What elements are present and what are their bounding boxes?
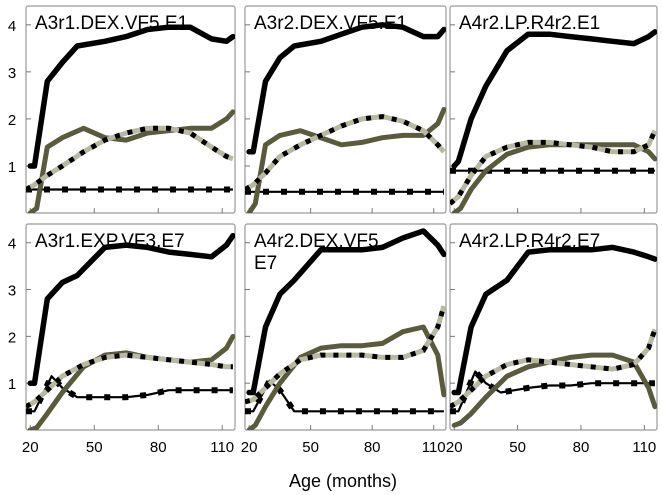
series-line-olive xyxy=(246,324,446,430)
series-line-thin-markers xyxy=(450,366,655,415)
panel-title: A3r1.EXP.VF3.E7 xyxy=(35,231,185,252)
x-tick-label: 20 xyxy=(241,439,258,456)
series-line-gray-dashes xyxy=(450,328,657,409)
panel-title: A4r2.DEX.VF5. xyxy=(254,231,384,252)
series-line-thin-markers xyxy=(26,370,233,415)
y-tick-label: 1 xyxy=(8,159,16,176)
series-line-black xyxy=(27,24,235,169)
series-line-black xyxy=(246,22,446,155)
series-line-black xyxy=(451,29,657,169)
panel-frame xyxy=(25,5,236,214)
series-line-gray-dashes xyxy=(26,352,233,409)
panel-title: A3r1.DEX.VF5.E1 xyxy=(35,13,188,34)
y-tick-label: 2 xyxy=(8,112,16,129)
x-tick-labels: 20 50 80 110 20 50 80 110 20 50 80 110 xyxy=(22,439,656,456)
series-line-gray-dashes xyxy=(245,305,446,405)
series-line-black xyxy=(451,244,657,396)
panel-title: A4r2.LP.R4r2.E1 xyxy=(459,13,600,34)
chart-panel: A4r2.LP.R4r2.E7 xyxy=(449,223,658,431)
chart-panel: A3r2.DEX.VF5.E1 xyxy=(244,5,447,214)
series-line-black xyxy=(27,232,235,386)
series-line-gray xyxy=(26,125,234,192)
chart-panel: A3r1.EXP.VF3.E7 xyxy=(25,223,236,431)
series-line-gray-dashes xyxy=(245,114,446,192)
x-tick-label: 110 xyxy=(632,439,656,456)
y-tick-label: 2 xyxy=(8,329,16,346)
panel-title: A3r2.DEX.VF5.E1 xyxy=(254,13,407,34)
series-line-olive xyxy=(27,109,235,213)
panel-title: A4r2.LP.R4r2.E7 xyxy=(459,231,600,252)
x-tick-label: 80 xyxy=(150,439,167,456)
y-tick-label: 1 xyxy=(8,376,16,393)
series-line-black xyxy=(246,228,446,396)
chart-panel: A4r2.LP.R4r2.E1 xyxy=(449,5,658,214)
x-tick-label: 110 xyxy=(210,439,234,456)
panel-frame xyxy=(244,5,447,214)
panel-title-line2: E7 xyxy=(254,253,277,274)
panel-grid: 1 2 3 4 1 2 3 4 A3r1.DEX.VF5.E1 A3r2.DEX.VF5.E1 A4… xyxy=(8,5,658,431)
series-line-olive xyxy=(246,107,446,213)
x-tick-label: 20 xyxy=(446,439,463,456)
x-tick-label: 50 xyxy=(509,439,526,456)
x-tick-label: 110 xyxy=(422,439,446,456)
x-tick-label: 80 xyxy=(364,439,381,456)
chart-panel: A3r1.DEX.VF5.E1 xyxy=(25,5,236,214)
y-tick-label: 3 xyxy=(8,65,16,82)
y-tick-label: 3 xyxy=(8,283,16,300)
x-tick-label: 50 xyxy=(302,439,319,456)
series-line-gray-dashes xyxy=(450,129,657,206)
x-tick-label: 20 xyxy=(22,439,39,456)
y-tick-label: 4 xyxy=(8,18,16,35)
y-tick-label: 4 xyxy=(8,236,16,253)
chart-panel: A4r2.DEX.VF5.E7 xyxy=(244,223,447,431)
x-tick-label: 80 xyxy=(573,439,590,456)
x-tick-label: 50 xyxy=(86,439,103,456)
x-axis-label: Age (months) xyxy=(289,471,397,491)
